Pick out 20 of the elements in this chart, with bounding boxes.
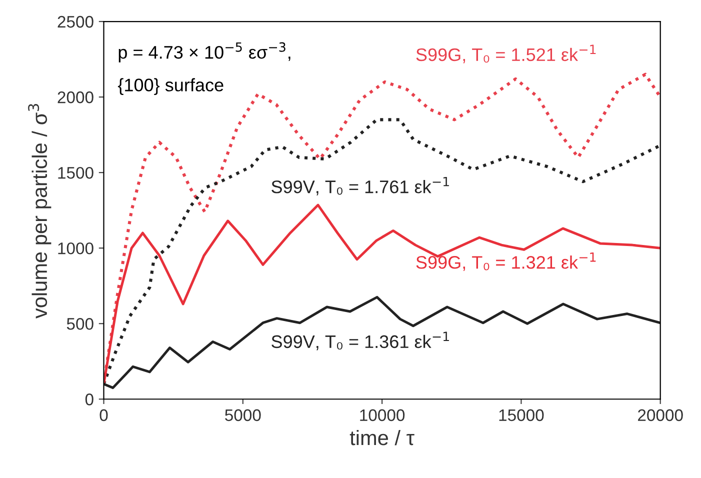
y-axis-title: volume per particle / σ$^{3}$ bbox=[28, 104, 52, 318]
x-tick-label: 0 bbox=[100, 409, 108, 422]
y-tick-label: 2500 bbox=[58, 16, 94, 28]
series-label: S99G, T₀ = 1.521 εk$^{−1}$ bbox=[416, 44, 596, 64]
y-tick-label: 1000 bbox=[58, 242, 94, 254]
x-tick-label: 5000 bbox=[225, 409, 261, 422]
y-tick-label: 0 bbox=[85, 394, 94, 406]
series-label: S99V, T₀ = 1.761 εk$^{−1}$ bbox=[272, 176, 449, 196]
y-tick-label: 500 bbox=[66, 318, 94, 330]
y-tick-label: 1500 bbox=[58, 166, 94, 179]
x-tick-label: 15000 bbox=[499, 409, 544, 422]
x-axis-title: time / τ bbox=[350, 430, 414, 446]
annotation: {100} surface bbox=[118, 78, 224, 95]
series-label: S99V, T₀ = 1.361 εk$^{−1}$ bbox=[272, 332, 449, 350]
y-tick-label: 2000 bbox=[58, 91, 94, 104]
x-tick-label: 20000 bbox=[638, 409, 683, 422]
series-label: S99G, T₀ = 1.321 εk$^{−1}$ bbox=[416, 252, 596, 271]
annotation: p = 4.73 × 10$^{−5}$ εσ$^{−3}$, bbox=[118, 42, 290, 62]
line-series bbox=[104, 204, 660, 386]
x-tick-label: 10000 bbox=[360, 409, 405, 422]
